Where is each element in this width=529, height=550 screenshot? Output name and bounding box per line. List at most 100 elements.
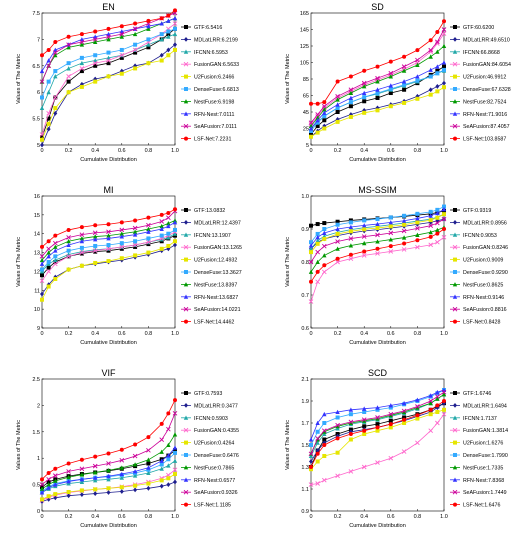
data-point — [428, 400, 433, 406]
data-point — [415, 440, 420, 446]
legend: GTF:60.6200 MDLatLRR:49.6510 IFCNN:66.8668… — [450, 25, 511, 143]
data-point — [321, 103, 327, 109]
data-point — [132, 26, 138, 32]
data-point — [39, 278, 45, 284]
data-point — [388, 422, 393, 427]
data-point — [46, 246, 51, 252]
data-point — [415, 216, 420, 221]
y-tick-label: 10 — [34, 307, 40, 313]
data-point — [315, 124, 320, 129]
data-point — [375, 95, 380, 100]
data-point — [39, 261, 45, 266]
data-point — [388, 59, 393, 64]
data-point — [415, 413, 420, 418]
data-point — [66, 254, 71, 259]
data-point — [173, 472, 177, 477]
data-point — [92, 37, 98, 42]
legend-marker — [183, 427, 189, 433]
chart-title: VIF — [101, 368, 116, 378]
data-point — [435, 39, 440, 45]
data-point — [401, 449, 407, 454]
data-point — [435, 84, 440, 89]
data-point — [375, 87, 380, 92]
series-4 — [309, 212, 446, 255]
data-point — [146, 61, 151, 66]
data-point — [442, 204, 446, 209]
data-point — [46, 494, 51, 499]
legend-entry: FusionGAN:84.6054 — [463, 62, 511, 68]
data-point — [415, 232, 420, 237]
data-point — [39, 490, 45, 495]
data-point — [79, 84, 84, 89]
legend-entry: RFN-Nest:7.0111 — [194, 112, 234, 118]
data-point — [79, 225, 84, 230]
data-point — [159, 462, 164, 467]
data-point — [166, 47, 171, 53]
data-point — [119, 24, 124, 29]
series-9 — [40, 398, 177, 482]
legend-entry: SeAFusion:0.8816 — [463, 307, 507, 313]
data-point — [388, 215, 393, 220]
legend-entry: SeAFusion:7.0111 — [194, 124, 237, 130]
legend-marker — [184, 319, 188, 324]
series-5 — [40, 227, 177, 272]
legend-entry: MDLatLRR:6.2199 — [194, 37, 238, 43]
legend-entry: RFN-Nest:0.6577 — [194, 478, 235, 484]
data-point — [362, 227, 367, 232]
data-point — [348, 112, 353, 117]
data-point — [315, 241, 320, 246]
data-point — [46, 284, 51, 289]
legend-entry: SeAFusion:0.9326 — [194, 490, 238, 496]
legend-marker — [452, 99, 458, 104]
legend-entry: LSF-Net:14.4462 — [194, 320, 234, 326]
data-point — [322, 437, 327, 442]
series-line — [41, 28, 176, 138]
data-point — [362, 107, 367, 113]
data-point — [321, 269, 327, 275]
data-point — [92, 60, 98, 66]
y-tick-label: 0.9 — [301, 227, 309, 233]
data-point — [388, 70, 394, 76]
data-point — [159, 226, 164, 231]
data-point — [159, 58, 164, 63]
chart-sd: SD 0 0.2 0.4 0.6 0.8 1.0 5 25 45 65 85 105 125 145 165 C… — [285, 2, 511, 163]
data-point — [39, 105, 45, 111]
y-tick-label: 7 — [37, 37, 40, 43]
x-tick-label: 0.6 — [387, 514, 395, 520]
data-point — [132, 462, 138, 467]
data-point — [335, 246, 340, 251]
x-tick-label: 0.4 — [360, 514, 368, 520]
data-point — [309, 443, 313, 447]
data-point — [308, 299, 314, 304]
data-point — [79, 477, 85, 482]
series-8 — [308, 389, 447, 457]
series-6 — [308, 43, 447, 129]
series-7 — [308, 387, 447, 442]
series-3 — [308, 234, 447, 304]
legend-entry: SeAFusion:1.7449 — [463, 490, 507, 496]
data-point — [335, 426, 340, 431]
data-point — [362, 432, 367, 436]
data-point — [79, 69, 84, 74]
legend-entry: LSF-Net:0.8428 — [463, 320, 500, 326]
data-point — [119, 52, 125, 58]
data-point — [402, 54, 407, 59]
data-point — [335, 422, 340, 428]
data-point — [172, 432, 178, 437]
data-point — [441, 43, 447, 48]
data-point — [79, 472, 85, 477]
legend-marker — [184, 391, 188, 395]
data-point — [159, 237, 164, 242]
legend-marker — [183, 61, 189, 67]
chart-title: MS-SSIM — [358, 185, 397, 195]
data-point — [93, 79, 98, 84]
legend-entry: IFCNN:66.8668 — [463, 50, 500, 56]
data-point — [133, 487, 138, 493]
data-point — [415, 397, 420, 402]
data-point — [315, 481, 320, 486]
legend-entry: MDLatLRR:0.8956 — [463, 220, 507, 226]
data-point — [322, 421, 327, 425]
data-point — [46, 477, 51, 482]
series-7 — [39, 220, 178, 266]
series-7 — [39, 445, 178, 495]
